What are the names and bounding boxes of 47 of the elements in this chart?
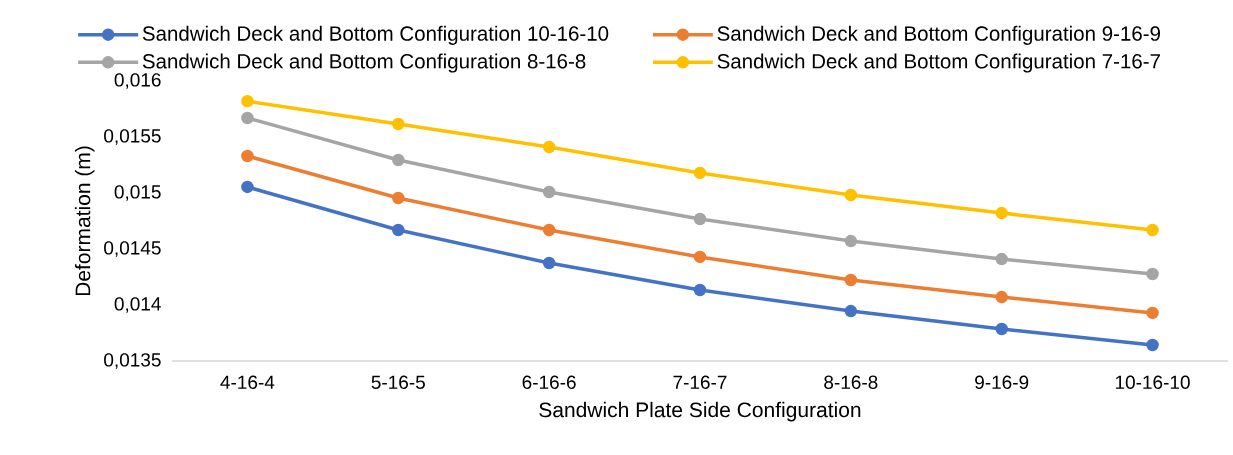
x-axis-title: Sandwich Plate Side Configuration: [539, 401, 861, 422]
point: [844, 234, 858, 248]
y-tick-label: 0,0145: [104, 241, 161, 257]
legend-label: Sandwich Deck and Bottom Configuration 8-16-8: [142, 53, 586, 73]
legend-label: Sandwich Deck and Bottom Configuration 10-16-10: [142, 25, 609, 45]
point: [995, 252, 1008, 266]
x-tick-label: 7-16-7: [673, 375, 727, 389]
point: [1146, 306, 1159, 320]
y-axis-title: Deformation (m): [74, 146, 95, 296]
x-tick-label: 4-16-4: [220, 375, 275, 389]
x-tick-label: 10-16-10: [1115, 375, 1190, 389]
point: [241, 94, 254, 108]
point: [1146, 338, 1159, 352]
x-tick-label: 8-16-8: [824, 375, 878, 389]
point: [995, 322, 1008, 336]
y-tick-label: 0,014: [114, 297, 161, 313]
y-tick-label: 0,0155: [104, 129, 161, 145]
point: [995, 206, 1008, 220]
point: [693, 212, 707, 226]
legend-label: Sandwich Deck and Bottom Configuration 9-16-9: [717, 25, 1160, 45]
point: [542, 223, 556, 237]
x-tick-label: 6-16-6: [522, 375, 576, 389]
y-tick-label: 0,0135: [104, 353, 161, 369]
point: [844, 304, 858, 318]
point: [1146, 267, 1159, 281]
y-tick-label: 0,015: [114, 185, 161, 201]
point: [693, 166, 707, 180]
point: [392, 191, 405, 205]
legend-label: Sandwich Deck and Bottom Configuration 7-16-7: [717, 53, 1160, 73]
point: [392, 117, 405, 131]
point: [241, 111, 254, 125]
point: [1146, 223, 1159, 237]
point: [995, 290, 1008, 304]
point: [693, 250, 707, 264]
x-tick-label: 5-16-5: [371, 375, 425, 389]
point: [542, 140, 556, 154]
point: [542, 256, 556, 270]
y-tick-label: 0,016: [114, 73, 161, 89]
point: [844, 188, 858, 202]
point: [241, 180, 254, 194]
point: [693, 283, 707, 297]
point: [241, 149, 254, 163]
point: [844, 273, 858, 287]
point: [392, 153, 405, 167]
point: [392, 223, 405, 237]
point: [542, 185, 556, 199]
x-tick-label: 9-16-9: [975, 375, 1029, 389]
